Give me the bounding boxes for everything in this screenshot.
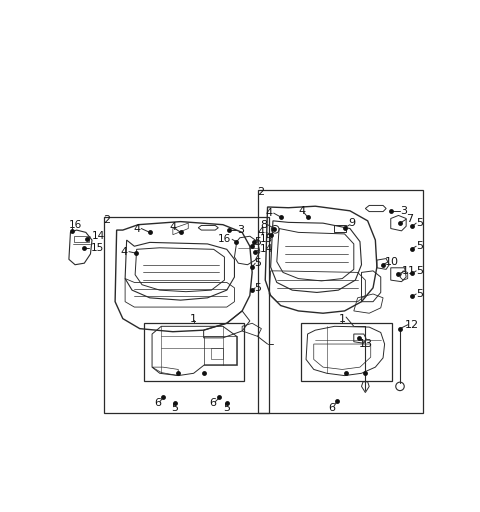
Text: 4: 4 (299, 206, 306, 216)
Bar (104, 217, 269, 413)
Text: 4: 4 (133, 224, 140, 233)
Text: 6: 6 (329, 403, 336, 413)
Text: 16: 16 (217, 233, 230, 244)
Text: 15: 15 (90, 243, 104, 253)
Text: 5: 5 (416, 241, 423, 251)
Text: 9: 9 (348, 218, 356, 228)
Text: 5: 5 (416, 218, 423, 228)
Text: 2: 2 (103, 215, 110, 225)
Text: 3: 3 (237, 225, 244, 235)
Text: 5: 5 (254, 237, 261, 247)
Text: 13: 13 (359, 339, 372, 349)
Text: 3: 3 (400, 206, 408, 216)
Text: 8: 8 (260, 220, 267, 230)
Text: 5: 5 (223, 403, 230, 413)
Text: 14: 14 (92, 231, 105, 241)
Text: 5: 5 (416, 289, 423, 299)
Bar (258, 190, 423, 413)
Text: 2: 2 (257, 187, 264, 197)
Text: 6: 6 (154, 398, 161, 409)
Text: 5: 5 (254, 283, 261, 293)
Text: 5: 5 (254, 258, 261, 268)
Text: 11: 11 (402, 266, 416, 276)
Text: 14: 14 (260, 244, 273, 254)
Text: 5: 5 (416, 266, 423, 276)
Text: 10: 10 (385, 257, 399, 267)
Text: 7: 7 (406, 215, 413, 224)
Text: 1: 1 (190, 314, 197, 324)
Text: 6: 6 (209, 398, 216, 409)
Text: 4: 4 (265, 208, 273, 218)
Text: 12: 12 (405, 320, 419, 330)
Text: 15: 15 (260, 233, 273, 244)
Text: 4: 4 (258, 227, 265, 238)
Text: 16: 16 (69, 220, 82, 230)
Bar (144, 323, 244, 381)
Bar (301, 323, 392, 381)
Text: 1: 1 (339, 314, 346, 324)
Text: 4: 4 (169, 222, 177, 232)
Text: 4: 4 (121, 247, 128, 257)
Text: 5: 5 (172, 403, 179, 413)
